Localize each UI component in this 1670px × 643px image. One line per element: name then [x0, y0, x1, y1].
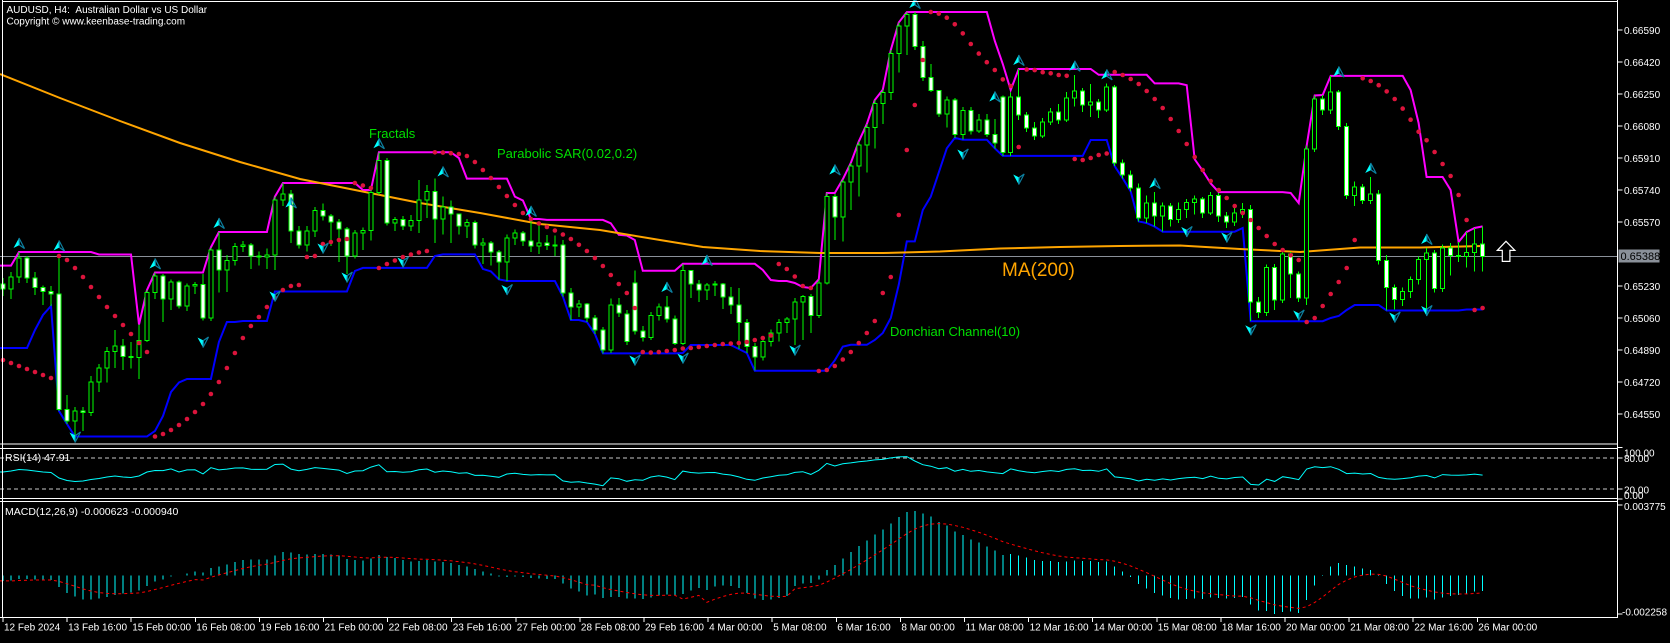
svg-text:20.00: 20.00 — [1624, 486, 1649, 497]
svg-text:RSI(14) 47.91: RSI(14) 47.91 — [5, 452, 71, 464]
svg-text:100.00: 100.00 — [1624, 449, 1655, 460]
svg-text:MACD(12,26,9) -0.000623 -0.000: MACD(12,26,9) -0.000623 -0.000940 — [5, 506, 179, 518]
svg-text:0.66250: 0.66250 — [1624, 90, 1661, 101]
svg-text:11 Mar 08:00: 11 Mar 08:00 — [966, 623, 1025, 634]
svg-text:18 Mar 16:00: 18 Mar 16:00 — [1222, 623, 1281, 634]
svg-text:27 Feb 00:00: 27 Feb 00:00 — [517, 623, 576, 634]
svg-text:0.64720: 0.64720 — [1624, 378, 1661, 389]
svg-text:8 Mar 00:00: 8 Mar 00:00 — [901, 623, 955, 634]
svg-text:16 Feb 08:00: 16 Feb 08:00 — [196, 623, 255, 634]
svg-text:26 Mar 00:00: 26 Mar 00:00 — [1478, 623, 1537, 634]
svg-text:13 Feb 16:00: 13 Feb 16:00 — [68, 623, 127, 634]
svg-text:0.64890: 0.64890 — [1624, 346, 1661, 357]
svg-text:15 Feb 00:00: 15 Feb 00:00 — [132, 623, 191, 634]
svg-text:21 Mar 08:00: 21 Mar 08:00 — [1350, 623, 1409, 634]
svg-text:Copyright © www.keenbase-tradi: Copyright © www.keenbase-trading.com — [7, 16, 186, 27]
svg-text:12 Mar 16:00: 12 Mar 16:00 — [1030, 623, 1089, 634]
svg-text:15 Mar 08:00: 15 Mar 08:00 — [1158, 623, 1217, 634]
svg-text:0.65388: 0.65388 — [1621, 251, 1661, 263]
svg-text:23 Feb 16:00: 23 Feb 16:00 — [453, 623, 512, 634]
svg-text:20 Mar 00:00: 20 Mar 00:00 — [1286, 623, 1345, 634]
svg-text:AUDUSD, H4: Australian Dollar: AUDUSD, H4: Australian Dollar vs US Doll… — [7, 5, 208, 16]
svg-text:22 Mar 16:00: 22 Mar 16:00 — [1414, 623, 1473, 634]
svg-text:0.65570: 0.65570 — [1624, 218, 1661, 229]
svg-text:Donchian Channel(10): Donchian Channel(10) — [890, 324, 1020, 339]
svg-text:0.66080: 0.66080 — [1624, 122, 1661, 133]
svg-text:0.65060: 0.65060 — [1624, 314, 1661, 325]
svg-text:0.65230: 0.65230 — [1624, 282, 1661, 293]
svg-text:29 Feb 16:00: 29 Feb 16:00 — [645, 623, 704, 634]
svg-text:22 Feb 08:00: 22 Feb 08:00 — [389, 623, 448, 634]
svg-text:12 Feb 2024: 12 Feb 2024 — [4, 623, 61, 634]
svg-text:5 Mar 08:00: 5 Mar 08:00 — [773, 623, 827, 634]
svg-text:19 Feb 16:00: 19 Feb 16:00 — [260, 623, 319, 634]
svg-text:0.64550: 0.64550 — [1624, 410, 1661, 421]
svg-text:4 Mar 00:00: 4 Mar 00:00 — [709, 623, 763, 634]
svg-text:0.00: 0.00 — [1624, 491, 1644, 502]
svg-text:28 Feb 08:00: 28 Feb 08:00 — [581, 623, 640, 634]
svg-text:0.66420: 0.66420 — [1624, 58, 1661, 69]
svg-text:0.65740: 0.65740 — [1624, 186, 1661, 197]
svg-text:-0.002258: -0.002258 — [1622, 607, 1667, 618]
svg-text:0.65910: 0.65910 — [1624, 154, 1661, 165]
svg-text:0.66590: 0.66590 — [1624, 26, 1661, 37]
svg-text:80.00: 80.00 — [1624, 454, 1649, 465]
svg-text:21 Feb 00:00: 21 Feb 00:00 — [325, 623, 384, 634]
svg-text:Fractals: Fractals — [369, 126, 416, 141]
svg-text:6 Mar 16:00: 6 Mar 16:00 — [837, 623, 891, 634]
svg-text:MA(200): MA(200) — [1002, 260, 1075, 281]
svg-text:14 Mar 00:00: 14 Mar 00:00 — [1094, 623, 1153, 634]
svg-text:0.003775: 0.003775 — [1624, 502, 1666, 513]
svg-text:Parabolic SAR(0.02,0.2): Parabolic SAR(0.02,0.2) — [497, 146, 637, 161]
